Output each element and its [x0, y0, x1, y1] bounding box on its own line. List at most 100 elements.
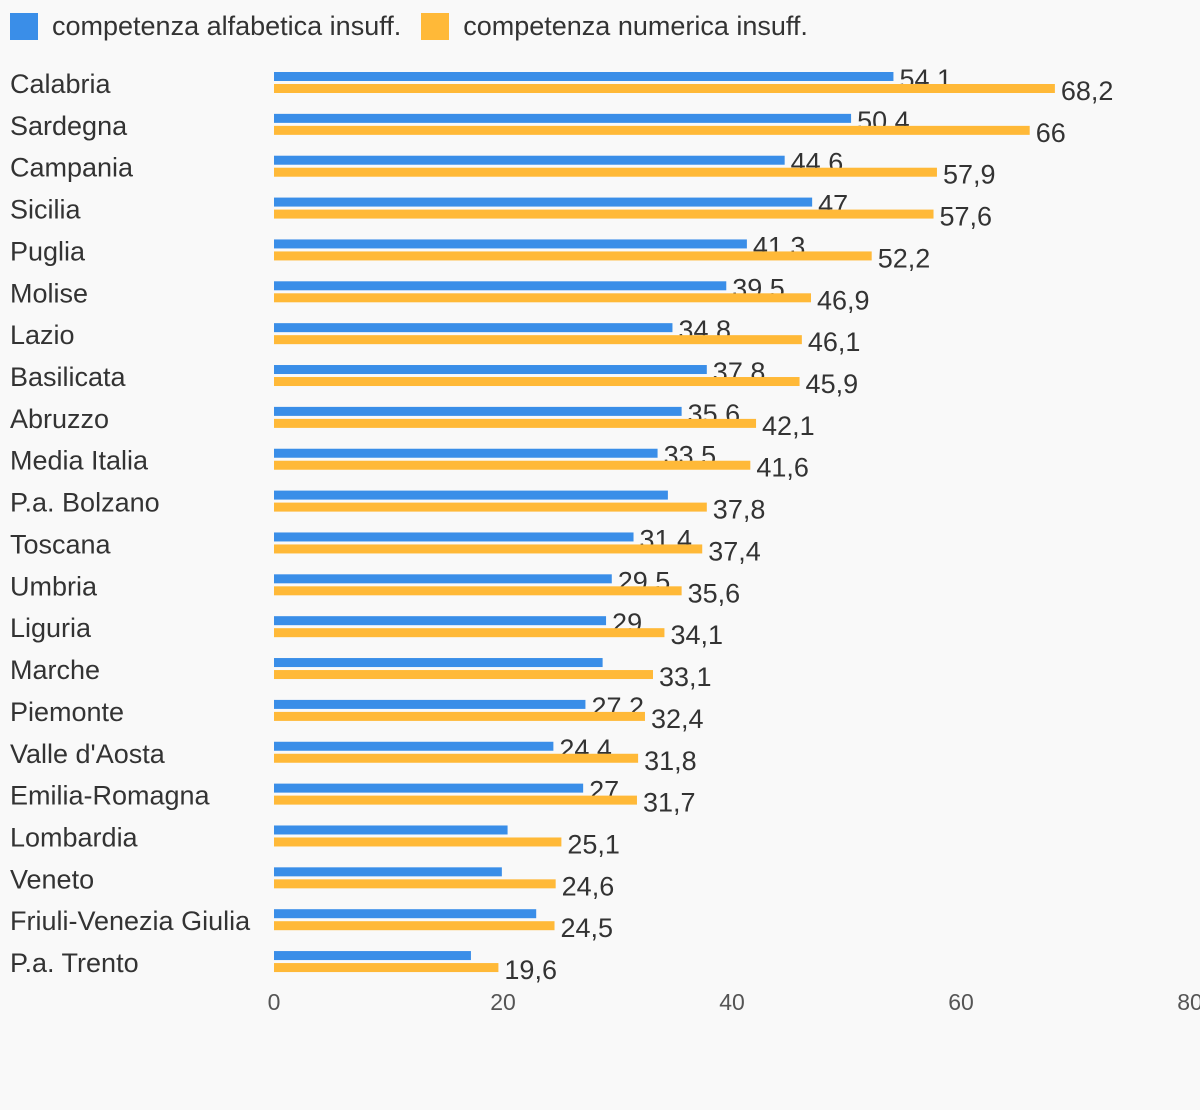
bar-alfabetica-valle-d-aosta	[274, 741, 554, 751]
category-label-molise: Molise	[10, 278, 88, 308]
value-label-numerica-piemonte: 32,4	[651, 704, 704, 734]
bar-alfabetica-calabria	[274, 72, 894, 81]
category-label-marche: Marche	[10, 655, 100, 685]
bar-alfabetica-friuli-venezia-giulia	[274, 909, 537, 919]
value-label-numerica-molise: 46,9	[817, 285, 870, 315]
value-label-numerica-media-italia: 41,6	[756, 453, 809, 483]
bar-alfabetica-p-a-trento	[274, 951, 471, 961]
bar-numerica-valle-d-aosta	[274, 753, 639, 763]
category-label-calabria: Calabria	[10, 69, 112, 99]
bar-numerica-calabria	[274, 84, 1055, 93]
bar-alfabetica-marche	[274, 658, 603, 668]
bar-numerica-veneto	[274, 879, 556, 889]
bar-alfabetica-toscana	[274, 532, 634, 542]
bar-numerica-sardegna	[274, 125, 1030, 135]
legend-label-alfabetica: competenza alfabetica insuff.	[52, 10, 402, 41]
bar-numerica-sicilia	[274, 209, 934, 219]
value-label-numerica-veneto: 24,6	[562, 871, 615, 901]
category-label-p-a-bolzano: P.a. Bolzano	[10, 488, 160, 518]
value-label-numerica-sardegna: 66	[1036, 118, 1066, 148]
bar-alfabetica-puglia	[274, 239, 747, 249]
value-label-numerica-marche: 33,1	[659, 662, 712, 692]
legend-swatch-numerica	[421, 12, 450, 40]
bar-numerica-umbria	[274, 586, 682, 596]
category-label-media-italia: Media Italia	[10, 446, 149, 476]
category-label-lazio: Lazio	[10, 320, 75, 350]
bar-numerica-liguria	[274, 628, 665, 638]
bar-alfabetica-basilicata	[274, 365, 707, 375]
category-label-emilia-romagna: Emilia-Romagna	[10, 781, 211, 811]
category-label-sicilia: Sicilia	[10, 195, 82, 225]
value-label-numerica-emilia-romagna: 31,7	[643, 788, 696, 818]
bar-alfabetica-abruzzo	[274, 406, 682, 416]
value-label-numerica-calabria: 68,2	[1061, 76, 1114, 106]
category-label-veneto: Veneto	[10, 864, 94, 894]
legend-item-alfabetica[interactable]: competenza alfabetica insuff.	[10, 11, 401, 42]
bar-numerica-basilicata	[274, 377, 800, 387]
category-label-abruzzo: Abruzzo	[10, 404, 109, 434]
value-label-numerica-lombardia: 25,1	[567, 829, 620, 859]
value-label-numerica-campania: 57,9	[943, 160, 996, 190]
bar-numerica-puglia	[274, 251, 872, 261]
bar-numerica-lazio	[274, 335, 802, 345]
bar-alfabetica-emilia-romagna	[274, 783, 584, 793]
bar-numerica-friuli-venezia-giulia	[274, 921, 555, 931]
category-label-campania: Campania	[10, 153, 134, 183]
value-label-numerica-toscana: 37,4	[708, 536, 761, 566]
bar-alfabetica-p-a-bolzano	[274, 490, 668, 500]
bar-numerica-toscana	[274, 544, 703, 554]
value-label-numerica-p-a-trento: 19,6	[504, 955, 557, 985]
bar-numerica-p-a-bolzano	[274, 502, 707, 512]
bar-alfabetica-campania	[274, 155, 785, 165]
value-label-numerica-umbria: 35,6	[688, 578, 741, 608]
bar-numerica-piemonte	[274, 711, 645, 721]
bar-alfabetica-lazio	[274, 323, 673, 333]
category-label-lombardia: Lombardia	[10, 822, 139, 852]
bar-numerica-abruzzo	[274, 418, 757, 428]
bar-alfabetica-veneto	[274, 867, 502, 877]
bar-numerica-emilia-romagna	[274, 795, 637, 805]
value-label-numerica-valle-d-aosta: 31,8	[644, 746, 697, 776]
legend-swatch-alfabetica	[10, 12, 38, 40]
bar-alfabetica-sicilia	[274, 197, 813, 207]
category-label-friuli-venezia-giulia: Friuli-Venezia Giulia	[10, 906, 251, 936]
category-label-valle-d-aosta: Valle d'Aosta	[10, 739, 166, 769]
category-label-toscana: Toscana	[10, 529, 112, 559]
x-tick-label-20: 20	[490, 989, 516, 1015]
bar-numerica-molise	[274, 293, 812, 303]
chart-legend: competenza alfabetica insuff. competenza…	[10, 10, 828, 42]
value-label-numerica-liguria: 34,1	[670, 620, 723, 650]
value-label-numerica-puglia: 52,2	[878, 243, 931, 273]
bar-numerica-lombardia	[274, 837, 562, 847]
category-label-liguria: Liguria	[10, 613, 92, 643]
legend-item-numerica[interactable]: competenza numerica insuff.	[421, 11, 808, 42]
bar-alfabetica-sardegna	[274, 113, 852, 123]
value-label-numerica-friuli-venezia-giulia: 24,5	[561, 913, 614, 943]
bar-alfabetica-media-italia	[274, 448, 658, 458]
category-label-piemonte: Piemonte	[10, 697, 124, 727]
legend-label-numerica: competenza numerica insuff.	[463, 10, 808, 41]
bar-alfabetica-lombardia	[274, 825, 508, 835]
value-label-numerica-lazio: 46,1	[808, 327, 861, 357]
value-label-numerica-basilicata: 45,9	[806, 369, 859, 399]
x-tick-label-60: 60	[948, 989, 974, 1015]
x-tick-label-0: 0	[268, 989, 281, 1015]
bar-numerica-marche	[274, 670, 653, 680]
category-label-p-a-trento: P.a. Trento	[10, 948, 139, 978]
value-label-numerica-p-a-bolzano: 37,8	[713, 495, 766, 525]
category-label-basilicata: Basilicata	[10, 362, 127, 392]
x-tick-label-80: 80	[1177, 989, 1200, 1015]
bar-alfabetica-umbria	[274, 574, 612, 584]
x-tick-label-40: 40	[719, 989, 745, 1015]
category-label-sardegna: Sardegna	[10, 111, 128, 141]
bar-numerica-p-a-trento	[274, 963, 499, 973]
value-label-numerica-abruzzo: 42,1	[762, 411, 815, 441]
bar-alfabetica-molise	[274, 281, 727, 291]
bar-alfabetica-piemonte	[274, 699, 586, 709]
value-label-numerica-sicilia: 57,6	[940, 202, 993, 232]
bar-alfabetica-liguria	[274, 616, 607, 626]
bar-numerica-campania	[274, 167, 937, 177]
category-label-puglia: Puglia	[10, 236, 86, 266]
bar-numerica-media-italia	[274, 460, 751, 470]
